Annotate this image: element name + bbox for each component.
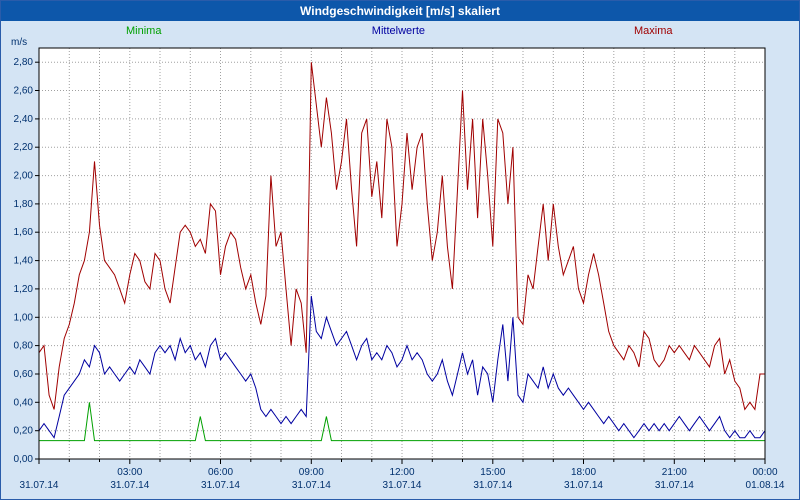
- svg-text:31.07.14: 31.07.14: [473, 480, 512, 491]
- svg-text:06:00: 06:00: [208, 467, 233, 478]
- svg-text:1,40: 1,40: [14, 256, 34, 267]
- svg-text:2,40: 2,40: [14, 114, 34, 125]
- svg-text:2,60: 2,60: [14, 86, 34, 97]
- svg-text:2,00: 2,00: [14, 171, 34, 182]
- svg-text:21:00: 21:00: [662, 467, 687, 478]
- svg-text:31.07.14: 31.07.14: [655, 480, 694, 491]
- svg-text:0,20: 0,20: [14, 426, 34, 437]
- chart-title-bar: Windgeschwindigkeit [m/s] skaliert: [1, 1, 799, 21]
- svg-text:09:00: 09:00: [299, 467, 324, 478]
- svg-text:15:00: 15:00: [480, 467, 505, 478]
- chart-title: Windgeschwindigkeit [m/s] skaliert: [300, 4, 500, 18]
- legend-minima: Minima: [126, 25, 162, 37]
- svg-text:31.07.14: 31.07.14: [20, 480, 59, 491]
- svg-text:31.07.14: 31.07.14: [292, 480, 331, 491]
- svg-text:31.07.14: 31.07.14: [110, 480, 149, 491]
- y-axis-unit-label: m/s: [11, 37, 28, 48]
- svg-text:0,80: 0,80: [14, 341, 34, 352]
- svg-text:00:00: 00:00: [752, 467, 777, 478]
- svg-text:1,60: 1,60: [14, 227, 34, 238]
- svg-text:1,00: 1,00: [14, 312, 34, 323]
- svg-text:0,60: 0,60: [14, 369, 34, 380]
- svg-text:0,40: 0,40: [14, 397, 34, 408]
- svg-text:2,80: 2,80: [14, 57, 34, 68]
- svg-text:1,80: 1,80: [14, 199, 34, 210]
- svg-text:0,00: 0,00: [14, 454, 34, 465]
- legend-mittelwerte: Mittelwerte: [371, 25, 425, 37]
- svg-text:12:00: 12:00: [389, 467, 414, 478]
- svg-text:31.07.14: 31.07.14: [383, 480, 422, 491]
- svg-text:31.07.14: 31.07.14: [564, 480, 603, 491]
- svg-text:18:00: 18:00: [571, 467, 596, 478]
- svg-text:31.07.14: 31.07.14: [201, 480, 240, 491]
- svg-text:1,20: 1,20: [14, 284, 34, 295]
- legend-maxima: Maxima: [634, 25, 673, 37]
- svg-text:2,20: 2,20: [14, 142, 34, 153]
- svg-text:03:00: 03:00: [117, 467, 142, 478]
- svg-text:01.08.14: 01.08.14: [746, 480, 785, 491]
